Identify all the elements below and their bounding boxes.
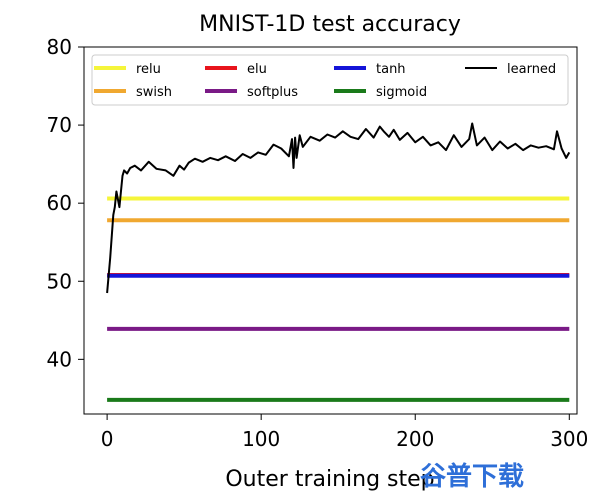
x-tick-label-200: 200	[396, 427, 434, 451]
legend-label-softplus: softplus	[247, 85, 298, 100]
plot-area	[83, 46, 578, 415]
x-tick-label-300: 300	[550, 427, 588, 451]
watermark-logo: 谷普下载	[420, 461, 524, 492]
y-tick-label-50: 50	[47, 269, 72, 293]
x-tick-label-100: 100	[242, 427, 280, 451]
x-tick-label-0: 0	[101, 427, 114, 451]
y-tick-label-60: 60	[47, 191, 72, 215]
legend-label-elu: elu	[247, 62, 267, 77]
legend-label-swish: swish	[136, 85, 172, 100]
y-tick-label-80: 80	[47, 35, 72, 59]
chart-title: MNIST-1D test accuracy	[199, 12, 461, 37]
y-tick-label-70: 70	[47, 113, 72, 137]
legend-label-sigmoid: sigmoid	[376, 85, 427, 100]
y-tick-label-40: 40	[47, 347, 72, 371]
legend-label-tanh: tanh	[376, 62, 406, 77]
x-axis-label: Outer training step	[225, 467, 434, 492]
axis-layer: 0 100 200 300 40 50 60 70 80	[47, 35, 589, 451]
legend: relu swish elu softplus tanh sigmoid learned	[91, 54, 569, 106]
series-layer	[106, 122, 571, 402]
legend-label-relu: relu	[136, 62, 161, 77]
legend-label-learned: learned	[507, 62, 556, 77]
series-line-learned	[106, 122, 571, 294]
